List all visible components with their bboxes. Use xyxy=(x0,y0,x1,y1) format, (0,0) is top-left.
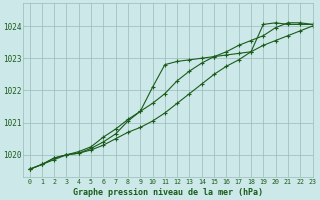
X-axis label: Graphe pression niveau de la mer (hPa): Graphe pression niveau de la mer (hPa) xyxy=(73,188,263,197)
